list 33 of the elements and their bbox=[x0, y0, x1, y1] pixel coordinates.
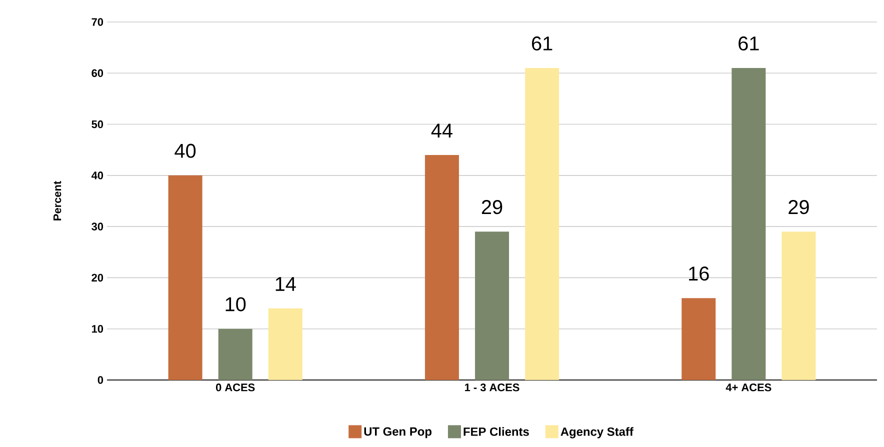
legend-label: Agency Staff bbox=[560, 427, 634, 438]
data-label: 16 bbox=[689, 266, 709, 281]
data-label: 29 bbox=[788, 200, 809, 214]
y-tick-label: 10 bbox=[92, 324, 104, 333]
y-tick-label: 40 bbox=[91, 172, 104, 180]
legend-label: FEP Clients bbox=[464, 427, 529, 436]
legend-label: UT Gen Pop bbox=[364, 427, 432, 438]
bar bbox=[218, 328, 252, 380]
y-axis-title: Percent bbox=[54, 181, 62, 220]
data-label: 61 bbox=[738, 36, 759, 50]
bar bbox=[682, 298, 716, 380]
bar bbox=[475, 232, 510, 380]
y-tick-label: 50 bbox=[92, 120, 104, 128]
bar bbox=[168, 175, 202, 380]
data-label: 29 bbox=[482, 200, 502, 214]
y-tick-label: 70 bbox=[92, 18, 104, 26]
bar bbox=[424, 154, 459, 380]
data-label: 14 bbox=[276, 277, 296, 291]
y-tick-label: 30 bbox=[92, 222, 104, 230]
data-label: 10 bbox=[226, 297, 246, 312]
y-tick-label: 60 bbox=[92, 69, 104, 78]
data-label: 44 bbox=[431, 124, 452, 138]
data-label: 61 bbox=[532, 36, 552, 50]
x-tick-label: 0 ACES bbox=[216, 384, 255, 392]
bar bbox=[268, 308, 302, 380]
y-tick-label: 0 bbox=[98, 376, 104, 384]
x-tick-label: 1 - 3 ACES bbox=[464, 384, 520, 392]
y-tick-label: 20 bbox=[92, 274, 104, 282]
bar bbox=[782, 232, 816, 380]
bar bbox=[525, 68, 560, 380]
bar bbox=[732, 68, 766, 380]
x-tick-label: 4+ ACES bbox=[726, 384, 772, 392]
data-label: 40 bbox=[174, 144, 196, 158]
